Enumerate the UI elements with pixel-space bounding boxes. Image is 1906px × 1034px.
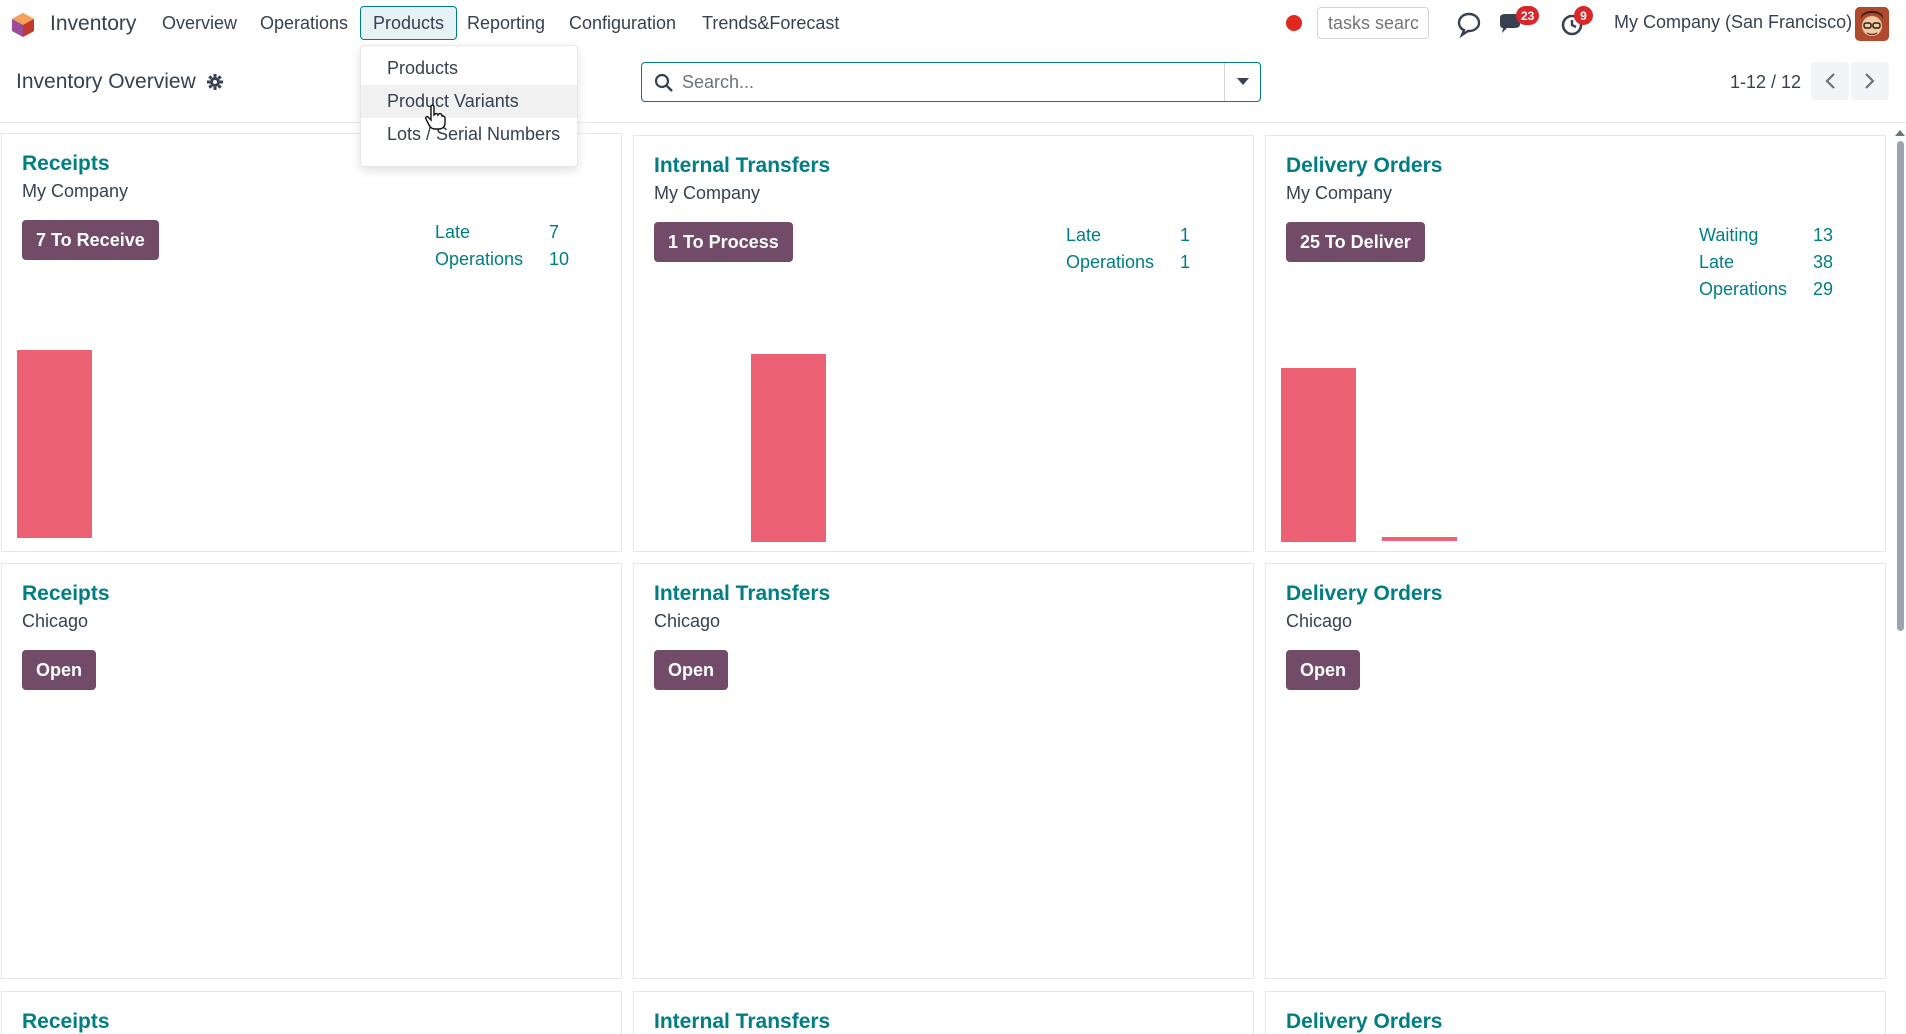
- tasks-search-input[interactable]: [1317, 7, 1429, 39]
- card-title[interactable]: Internal Transfers: [654, 1010, 831, 1033]
- to-receive-button[interactable]: 7 To Receive: [22, 220, 159, 260]
- dropdown-item-products[interactable]: Products: [387, 58, 459, 78]
- products-dropdown-menu: Products Product Variants Lots / Serial …: [360, 45, 578, 167]
- pager-previous-button[interactable]: [1811, 62, 1849, 100]
- activities-clock-icon[interactable]: [1558, 10, 1586, 38]
- caret-down-icon: [1236, 78, 1249, 85]
- company-switcher[interactable]: My Company (San Francisco): [1614, 12, 1853, 32]
- gear-icon[interactable]: [206, 73, 224, 91]
- dropdown-item-product-variants[interactable]: Product Variants: [361, 85, 577, 118]
- card-subtitle: My Company: [22, 181, 129, 201]
- search-icon: [654, 73, 673, 92]
- search-bar: [641, 62, 1261, 102]
- card-title[interactable]: Receipts: [22, 152, 110, 175]
- graph-bar[interactable]: [751, 354, 826, 542]
- search-input[interactable]: [682, 63, 1202, 101]
- messages-badge: 23: [1516, 6, 1540, 25]
- card-title[interactable]: Internal Transfers: [654, 582, 831, 605]
- stat-row-late[interactable]: Late 7: [435, 222, 560, 242]
- control-panel-divider: [0, 122, 1906, 123]
- stat-row-waiting[interactable]: Waiting 13: [1699, 225, 1834, 245]
- to-process-button[interactable]: 1 To Process: [654, 222, 793, 262]
- card-stats: Late 7 Operations 10: [435, 222, 589, 276]
- card-receipts-chicago: Receipts Chicago Open: [1, 563, 622, 979]
- graph-bar[interactable]: [1281, 368, 1356, 542]
- card-internal-transfers-my-company: Internal Transfers My Company 1 To Proce…: [633, 135, 1254, 552]
- menu-overview[interactable]: Overview: [162, 12, 238, 33]
- open-button[interactable]: Open: [22, 650, 97, 690]
- card-internal-transfers-chicago: Internal Transfers Chicago Open: [633, 563, 1254, 979]
- stat-row-operations[interactable]: Operations 29: [1699, 279, 1834, 299]
- to-deliver-button[interactable]: 25 To Deliver: [1286, 222, 1425, 262]
- menu-trends-forecast[interactable]: Trends&Forecast: [702, 12, 840, 33]
- chevron-left-icon: [1825, 73, 1835, 89]
- card-stats: Late 1 Operations 1: [1066, 225, 1220, 279]
- breadcrumb: Inventory Overview: [16, 70, 224, 94]
- card-title[interactable]: Delivery Orders: [1286, 1010, 1443, 1033]
- graph-bar[interactable]: [1382, 537, 1457, 541]
- menu-reporting[interactable]: Reporting: [467, 12, 546, 33]
- stat-row-operations[interactable]: Operations 10: [435, 249, 570, 269]
- card-subtitle: Chicago: [22, 611, 89, 631]
- stat-row-late[interactable]: Late 38: [1699, 252, 1834, 272]
- pager-value[interactable]: 1-12 / 12: [1730, 72, 1802, 92]
- open-button[interactable]: Open: [1286, 650, 1361, 690]
- menu-operations[interactable]: Operations: [260, 12, 349, 33]
- dropdown-item-lots-serial-numbers[interactable]: Lots / Serial Numbers: [387, 124, 561, 144]
- card-title[interactable]: Delivery Orders: [1286, 582, 1443, 605]
- card-title[interactable]: Receipts: [22, 1010, 110, 1033]
- card-title[interactable]: Delivery Orders: [1286, 154, 1443, 177]
- search-options-toggle[interactable]: [1224, 63, 1260, 101]
- inventory-app-icon[interactable]: [10, 12, 36, 38]
- user-avatar[interactable]: [1855, 7, 1889, 41]
- pager-next-button[interactable]: [1851, 62, 1889, 100]
- scrollbar-thumb[interactable]: [1897, 141, 1904, 631]
- card-receipts-row3: Receipts: [1, 991, 622, 1034]
- stat-row-operations[interactable]: Operations 1: [1066, 252, 1191, 272]
- chat-bubble-icon[interactable]: [1455, 10, 1483, 38]
- card-title[interactable]: Receipts: [22, 582, 110, 605]
- card-subtitle: My Company: [1286, 183, 1393, 203]
- card-delivery-orders-chicago: Delivery Orders Chicago Open: [1265, 563, 1886, 979]
- scroll-up-arrow-icon[interactable]: [1894, 128, 1906, 138]
- card-stats: Waiting 13 Late 38 Operations 29: [1699, 225, 1853, 306]
- app-name[interactable]: Inventory: [50, 12, 137, 35]
- open-button[interactable]: Open: [654, 650, 729, 690]
- stat-row-late[interactable]: Late 1: [1066, 225, 1191, 245]
- card-subtitle: Chicago: [654, 611, 721, 631]
- card-title[interactable]: Internal Transfers: [654, 154, 831, 177]
- messages-icon[interactable]: [1496, 10, 1524, 38]
- menu-products[interactable]: Products: [360, 6, 458, 40]
- card-internal-transfers-row3: Internal Transfers: [633, 991, 1254, 1034]
- page-scrollbar[interactable]: [1894, 125, 1906, 1034]
- menu-configuration[interactable]: Configuration: [569, 12, 677, 33]
- graph-bar[interactable]: [17, 350, 92, 538]
- activities-badge: 9: [1574, 6, 1593, 25]
- card-subtitle: Chicago: [1286, 611, 1353, 631]
- chevron-right-icon: [1865, 73, 1875, 89]
- page-title: Inventory Overview: [16, 70, 196, 93]
- card-receipts-my-company: Receipts My Company 7 To Receive Late 7 O…: [1, 133, 622, 552]
- top-navbar: Inventory Overview Operations Products R…: [0, 0, 1906, 48]
- recording-indicator-icon[interactable]: [1286, 15, 1302, 31]
- card-subtitle: My Company: [654, 183, 761, 203]
- hand-pointer-cursor-icon: [425, 104, 446, 130]
- card-delivery-orders-row3: Delivery Orders: [1265, 991, 1886, 1034]
- card-delivery-orders-my-company: Delivery Orders My Company 25 To Deliver…: [1265, 135, 1886, 552]
